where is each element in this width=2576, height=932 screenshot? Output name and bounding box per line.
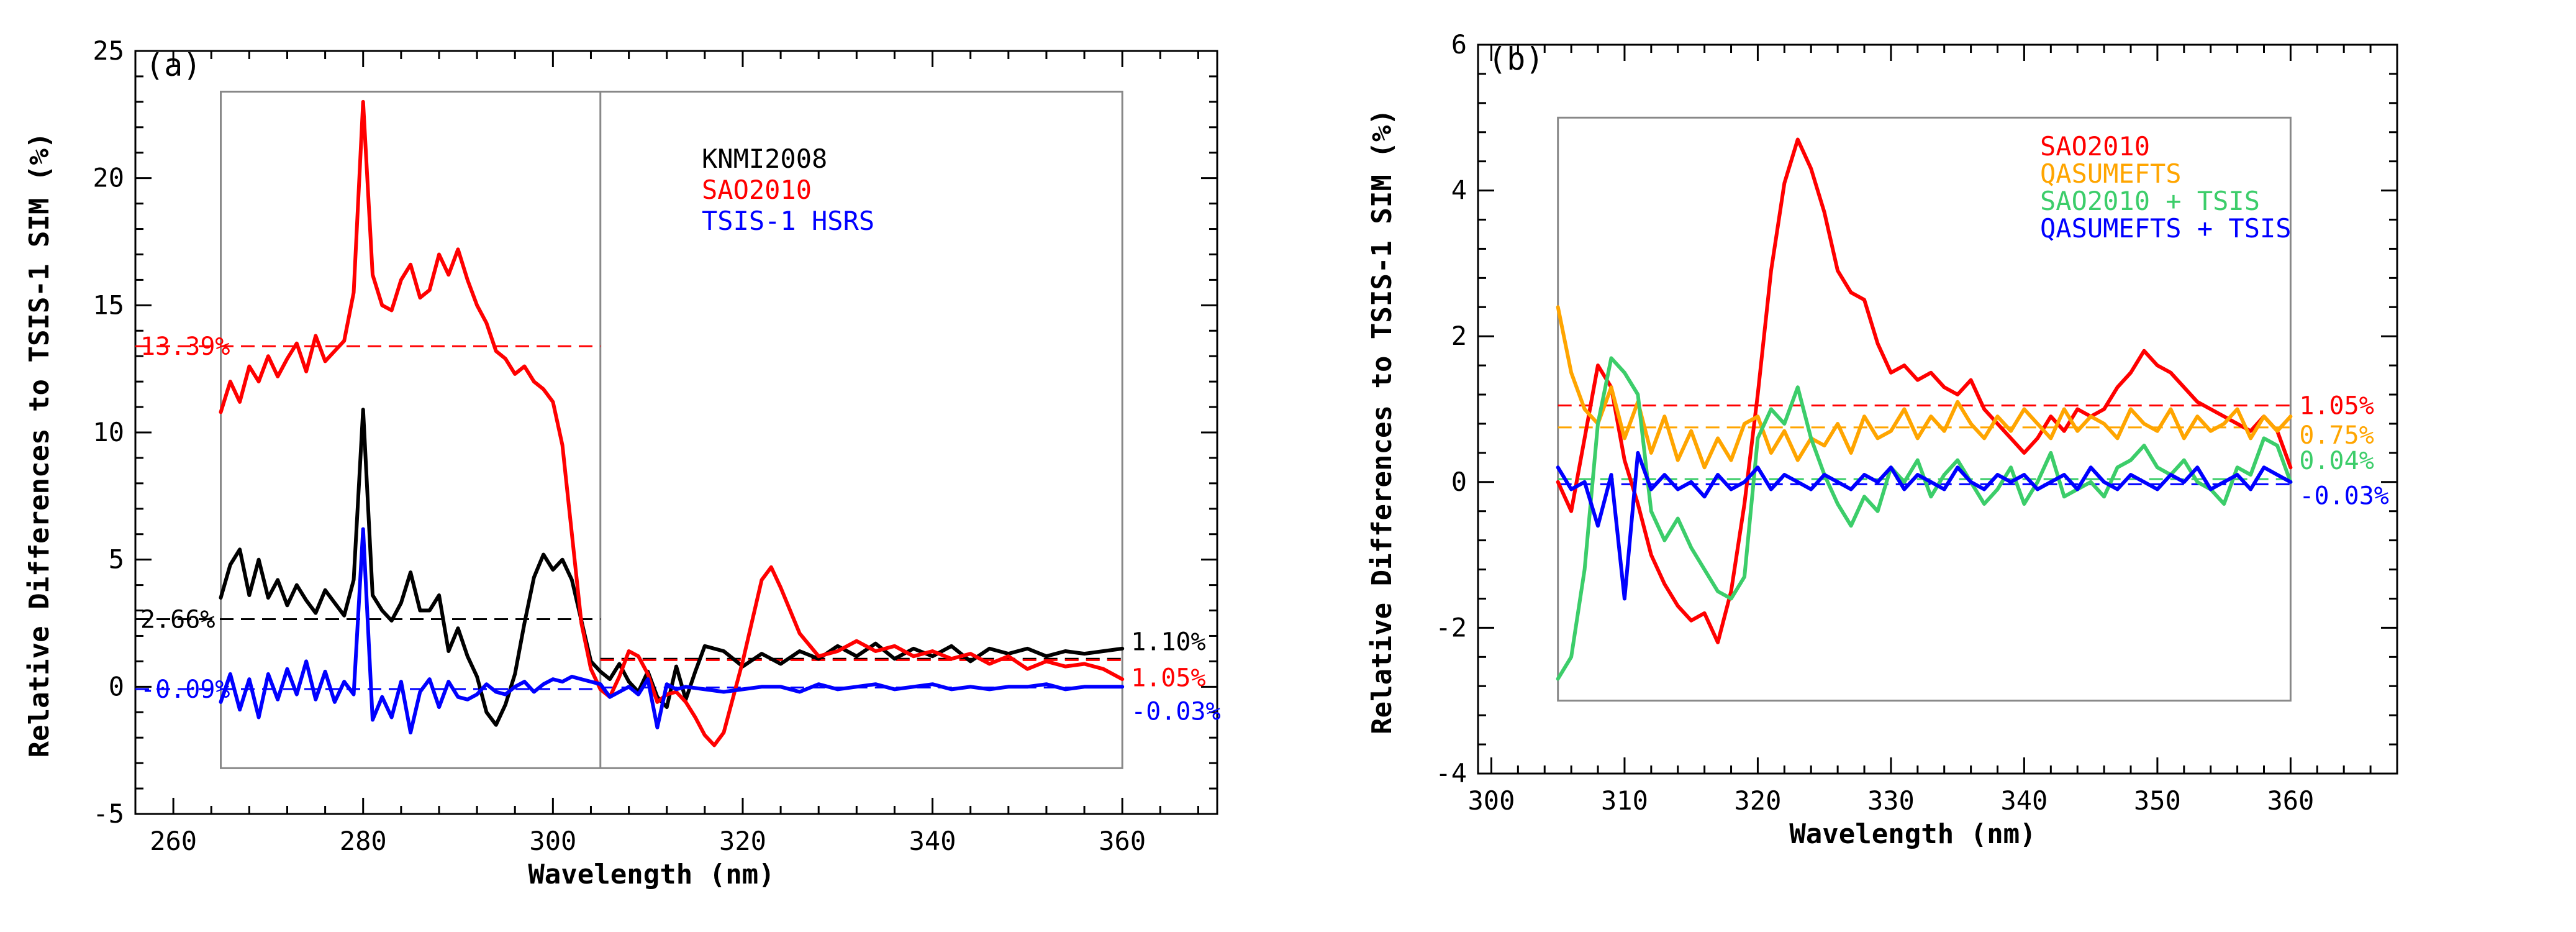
mean-label: -0.03% xyxy=(2299,482,2389,510)
x-tick-label: 300 xyxy=(1468,785,1515,816)
series-line xyxy=(1556,450,2293,601)
y-tick-label: 15 xyxy=(93,290,124,320)
y-axis-label: Relative Differences to TSIS-1 SIM (%) xyxy=(1366,109,1398,734)
series-line xyxy=(219,527,1125,734)
panel-label: (b) xyxy=(1488,41,1544,77)
panel-label: (a) xyxy=(145,47,201,83)
y-tick-label: 25 xyxy=(93,35,124,66)
series-line xyxy=(1556,305,2293,470)
legend-entry: SAO2010 + TSIS xyxy=(2040,186,2260,216)
series-line xyxy=(1556,137,2293,644)
mean-label: 1.05% xyxy=(1131,664,1205,692)
panel-a: 260 280 300 320 340 360 -5 0 5 10 15 20 25 Wavelength… xyxy=(24,35,1221,890)
inner-box xyxy=(220,90,1123,769)
legend-entry: SAO2010 xyxy=(2040,131,2150,162)
y-tick-label: -4 xyxy=(1435,758,1467,788)
y-tick-label: 10 xyxy=(93,417,124,447)
x-tick-label: 280 xyxy=(340,826,387,856)
plot-frame xyxy=(1477,43,2398,775)
inner-box xyxy=(1557,116,2292,702)
x-tick-label: 340 xyxy=(2000,785,2048,816)
legend-entry: KNMI2008 xyxy=(702,144,827,174)
legend-entry: TSIS-1 HSRS xyxy=(702,206,874,236)
mean-label: 1.05% xyxy=(2299,392,2374,421)
x-tick-label: 260 xyxy=(150,826,197,856)
legend-entry: QASUMEFTS + TSIS xyxy=(2040,213,2292,244)
mean-label: -0.09% xyxy=(140,675,230,704)
plot-frame xyxy=(134,50,1218,815)
y-tick-label: 0 xyxy=(1451,467,1467,497)
legend-entry: SAO2010 xyxy=(702,175,812,205)
x-tick-label: 320 xyxy=(1735,785,1782,816)
x-tick-label: 360 xyxy=(1099,826,1146,856)
y-tick-label: -5 xyxy=(93,798,124,829)
series-line xyxy=(219,99,1125,747)
x-tick-label: 320 xyxy=(719,826,766,856)
mean-label: 1.10% xyxy=(1131,628,1205,656)
mean-label: 13.39% xyxy=(140,332,230,361)
y-tick-label: -2 xyxy=(1435,612,1467,642)
x-axis-label: Wavelength (nm) xyxy=(1789,818,2036,850)
series-line xyxy=(219,408,1125,727)
mean-label: 0.75% xyxy=(2299,421,2374,450)
x-axis-label: Wavelength (nm) xyxy=(528,859,774,890)
mean-label: -0.03% xyxy=(1131,698,1221,726)
mean-label: 2.66% xyxy=(140,605,215,634)
y-tick-label: 4 xyxy=(1451,175,1467,206)
x-tick-label: 360 xyxy=(2267,785,2314,816)
panel-b: 300 310 320 330 340 350 360 -4 -2 0 2 4 6 Wavelength … xyxy=(1366,29,2398,850)
y-axis-label: Relative Differences to TSIS-1 SIM (%) xyxy=(24,132,55,758)
x-tick-label: 300 xyxy=(529,826,576,856)
y-tick-label: 6 xyxy=(1451,29,1467,60)
mean-label: 0.04% xyxy=(2299,447,2374,475)
x-tick-label: 340 xyxy=(909,826,956,856)
y-tick-label: 2 xyxy=(1451,321,1467,351)
y-tick-label: 20 xyxy=(93,163,124,193)
x-tick-label: 350 xyxy=(2134,785,2181,816)
y-tick-label: 5 xyxy=(109,544,124,575)
x-tick-label: 310 xyxy=(1601,785,1648,816)
x-tick-label: 330 xyxy=(1867,785,1915,816)
legend-entry: QASUMEFTS xyxy=(2040,158,2182,189)
y-tick-label: 0 xyxy=(109,671,124,701)
